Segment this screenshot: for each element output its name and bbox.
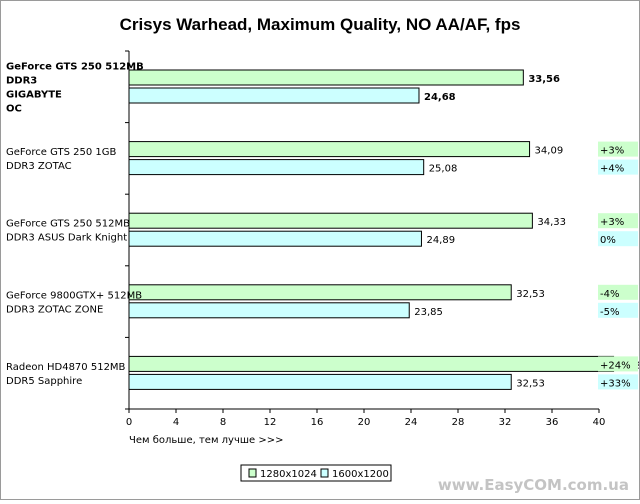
axes: 0 4 8 12 16 20 24 28 32 36 40 xyxy=(125,50,606,428)
bar-1600x1200-2 xyxy=(128,230,422,247)
value-label: 24,89 xyxy=(426,235,455,246)
x-tick-label: 8 xyxy=(220,417,226,428)
x-tick-label: 40 xyxy=(593,417,606,428)
watermark: www.EasyCOM.com.ua xyxy=(438,476,629,494)
diff-badge xyxy=(598,356,638,372)
x-tick-label: 0 xyxy=(126,417,132,428)
x-tick-label: 4 xyxy=(173,417,179,428)
legend-swatch xyxy=(248,468,257,478)
bar-1280x1024-3 xyxy=(128,284,512,301)
category-label: GeForce GTS 250 512MB DDR3 ASUS Dark Knig… xyxy=(6,219,130,244)
diff-label: +4% xyxy=(600,164,624,175)
x-axis-label: Чем больше, тем лучше >>> xyxy=(129,435,284,446)
diff-badge xyxy=(598,159,638,175)
diff-badge xyxy=(598,302,638,318)
bar-1280x1024-0 xyxy=(128,69,524,86)
diff-label: -5% xyxy=(600,307,619,318)
category-label: GeForce GTS 250 512MB DDR3 GIGABYTE OC xyxy=(6,62,144,115)
bar-1600x1200-0 xyxy=(128,87,420,104)
value-label: 23,85 xyxy=(414,307,443,318)
diff-label: +3% xyxy=(600,217,624,228)
x-tick-label: 36 xyxy=(546,417,559,428)
diff-badge xyxy=(598,141,638,157)
value-label: 24,68 xyxy=(424,92,456,103)
x-tick-label: 20 xyxy=(358,417,371,428)
diff-badge xyxy=(598,374,638,390)
x-tick-label: 32 xyxy=(499,417,512,428)
legend-label: 1600x1200 xyxy=(332,469,389,480)
legend-swatch xyxy=(320,468,329,478)
value-label: 32,53 xyxy=(516,289,545,300)
diff-label: +33% xyxy=(600,378,631,389)
bar-1600x1200-4 xyxy=(128,373,512,390)
bar-1280x1024-1 xyxy=(128,141,531,158)
category-label: GeForce 9800GTX+ 512MB DDR3 ZOTAC ZONE xyxy=(6,290,142,315)
value-label: 32,53 xyxy=(516,378,545,389)
diff-badge xyxy=(598,284,638,300)
diff-label: -4% xyxy=(600,289,619,300)
legend: 1280x1024 1600x1200 xyxy=(240,464,392,482)
x-tick-label: 24 xyxy=(405,417,418,428)
category-labels: GeForce GTS 250 512MB DDR3 GIGABYTE OC GeFor… xyxy=(6,62,144,387)
category-label: GeForce GTS 250 1GB DDR3 ZOTAC xyxy=(6,147,117,172)
legend-label: 1280x1024 xyxy=(260,469,317,480)
category-label: Radeon HD4870 512MB DDR5 Sapphire xyxy=(6,362,126,387)
bars: 33,56 24,68 34,09 25,08 34,33 24,89 32,53 23,85… xyxy=(128,69,640,390)
x-tick-label: 16 xyxy=(311,417,324,428)
value-label: 34,09 xyxy=(535,146,564,157)
diff-badge xyxy=(598,231,638,247)
value-label: 33,56 xyxy=(528,74,560,85)
bar-1280x1024-4 xyxy=(128,355,615,372)
value-label: 25,08 xyxy=(429,164,458,175)
diff-label: +3% xyxy=(600,146,624,157)
x-tick-label: 28 xyxy=(452,417,465,428)
diff-labels: +3% +4% +3% 0% -4% -5% +24% +33% xyxy=(598,141,638,390)
bar-1280x1024-2 xyxy=(128,212,533,229)
value-label: 34,33 xyxy=(537,217,566,228)
legend-box xyxy=(240,464,392,482)
diff-label: 0% xyxy=(600,235,616,246)
x-tick-label: 12 xyxy=(264,417,277,428)
diff-badge xyxy=(598,213,638,229)
bar-1600x1200-1 xyxy=(128,159,425,176)
chart-title: Crisys Warhead, Maximum Quality, NO AA/A… xyxy=(120,15,521,34)
bar-1600x1200-3 xyxy=(128,302,410,319)
diff-label: +24% xyxy=(600,360,631,371)
